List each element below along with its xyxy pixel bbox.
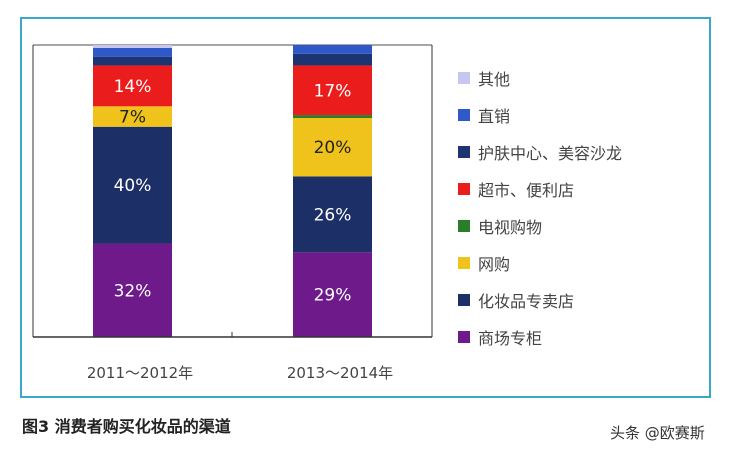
data-label: 20% <box>314 138 352 158</box>
bar-segment <box>293 252 372 337</box>
legend-item: 网购 <box>458 253 511 274</box>
bar-segment <box>293 115 372 118</box>
bar-segment <box>93 243 172 337</box>
x-tick-label: 2013～2014年 <box>286 364 394 382</box>
chart-frame <box>20 17 711 398</box>
legend-label: 商场专柜 <box>478 329 543 348</box>
bar-segment <box>93 106 172 127</box>
bar-segment <box>93 65 172 107</box>
legend-swatch <box>458 183 470 195</box>
bar-segment <box>293 65 372 116</box>
legend-item: 超市、便利店 <box>458 179 575 200</box>
legend-item: 直销 <box>458 105 511 126</box>
legend-item: 其他 <box>458 68 511 89</box>
legend-swatch <box>458 294 470 306</box>
bar-segment <box>293 53 372 66</box>
legend-label: 直销 <box>478 107 511 126</box>
legend-label: 化妆品专卖店 <box>478 292 575 311</box>
legend-label: 网购 <box>478 255 511 274</box>
data-label: 7% <box>119 108 146 128</box>
bar-segment <box>93 56 172 66</box>
legend-label: 其他 <box>478 70 511 89</box>
legend-item: 电视购物 <box>458 216 543 237</box>
figure-caption: 图3 消费者购买化妆品的渠道 <box>22 417 231 436</box>
legend-swatch <box>458 220 470 232</box>
data-label: 29% <box>314 286 352 306</box>
data-label: 40% <box>114 176 152 196</box>
bar-segment <box>93 47 172 57</box>
legend-swatch <box>458 257 470 269</box>
bar-segment <box>293 118 372 177</box>
data-label: 17% <box>314 81 352 101</box>
legend-swatch <box>458 72 470 84</box>
legend-label: 护肤中心、美容沙龙 <box>478 144 623 163</box>
legend-swatch <box>458 331 470 343</box>
x-tick-label: 2011～2012年 <box>86 364 194 382</box>
legend-item: 化妆品专卖店 <box>458 290 575 311</box>
watermark: 头条 @欧赛斯 <box>610 424 705 442</box>
legend-item: 护肤中心、美容沙龙 <box>458 142 623 163</box>
legend-label: 超市、便利店 <box>478 181 575 200</box>
legend-swatch <box>458 109 470 121</box>
legend-label: 电视购物 <box>478 218 543 237</box>
legend-item: 商场专柜 <box>458 327 543 348</box>
data-label: 14% <box>114 77 152 97</box>
data-label: 26% <box>314 205 352 225</box>
bar-segment <box>293 45 372 54</box>
legend-swatch <box>458 146 470 158</box>
bar-segment <box>93 126 172 244</box>
data-label: 32% <box>114 281 152 301</box>
bar-segment <box>293 176 372 253</box>
bar-segment <box>93 45 172 48</box>
